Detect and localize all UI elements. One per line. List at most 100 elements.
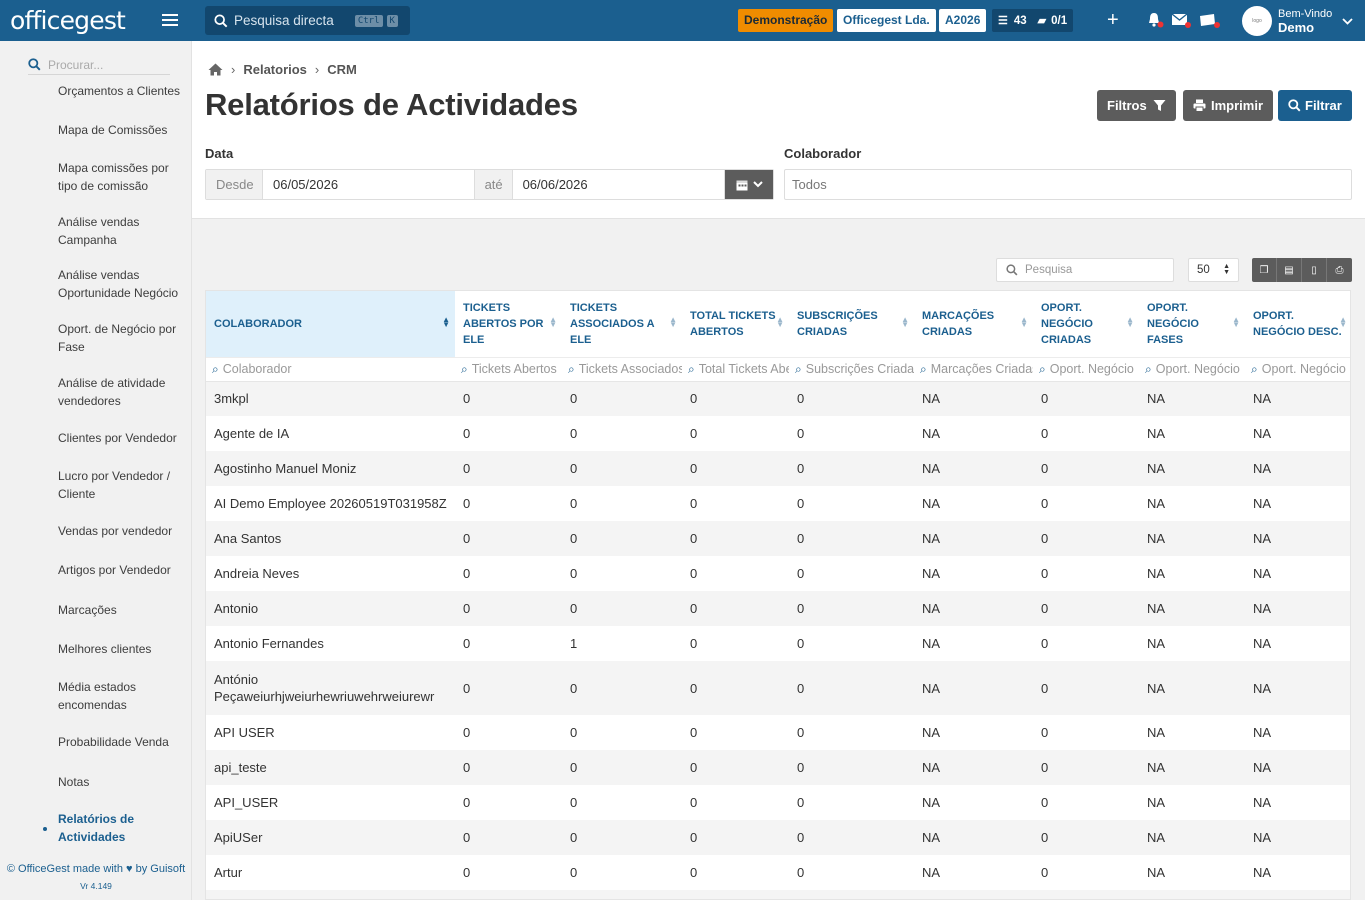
sidebar-item-media-estados-encomendas[interactable]: Média estados encomendas <box>58 680 137 712</box>
collaborator-select[interactable]: Todos <box>784 169 1352 200</box>
table-row[interactable]: ApiUSer 0 0 0 0 NA 0 NA NA <box>206 820 1350 855</box>
user-menu[interactable]: logo Bem-Vindo Demo <box>1242 6 1353 36</box>
sidebar-item-probabilidade-venda[interactable]: Probabilidade Venda <box>58 735 169 749</box>
column-header-tickets-associados[interactable]: Tickets associados a ele ▲ ▼ <box>562 291 682 358</box>
company-selector[interactable]: Officegest Lda. <box>837 9 936 32</box>
filter-button[interactable]: Filtrar <box>1278 90 1352 121</box>
search-icon: ⌕ <box>795 361 802 376</box>
sidebar-item-artigos-vendedor[interactable]: Artigos por Vendedor <box>58 563 171 577</box>
table-row[interactable]: Antonio Fernandes 0 1 0 0 NA 0 NA NA <box>206 626 1350 661</box>
mail-icon[interactable] <box>1172 13 1192 29</box>
table-row[interactable]: API USER 0 0 0 0 NA 0 NA NA <box>206 715 1350 750</box>
column-header-oport-desc[interactable]: Oport. negócio desc. ▲ ▼ <box>1245 291 1350 358</box>
sidebar-item-analise-vendas-oportunidade[interactable]: Análise vendas Oportunidade Negócio <box>58 268 179 300</box>
date-to-input[interactable]: 06/06/2026 <box>512 170 726 199</box>
table-search-input[interactable]: Pesquisa <box>996 258 1174 282</box>
home-icon[interactable] <box>208 63 223 76</box>
table-row[interactable]: Ana Santos 0 0 0 0 NA 0 NA NA <box>206 521 1350 556</box>
sidebar-item-melhores-clientes[interactable]: Melhores clientes <box>58 642 152 656</box>
column-filter-input[interactable]: ⌕ Tickets Abertos <box>455 357 562 382</box>
sidebar-item-relatorios-actividades[interactable]: Relatórios de Actividades <box>58 812 135 844</box>
sidebar-item-mapa-comissoes[interactable]: Mapa de Comissões <box>58 123 168 137</box>
sidebar-item-analise-vendas-campanha[interactable]: Análise vendas Campanha <box>58 215 140 247</box>
filters-button[interactable]: Filtros <box>1097 90 1176 121</box>
table-row[interactable]: António Peçaweiurhjweiurhewriuwehrweiure… <box>206 661 1350 715</box>
ticket-icon[interactable] <box>1199 13 1221 29</box>
column-filter-input[interactable]: ⌕Total Tickets Abertos <box>682 357 789 382</box>
sidebar-item-notas[interactable]: Notas <box>58 775 90 789</box>
footer-credits[interactable]: © OfficeGest made with ♥ by Guisoft <box>6 863 186 875</box>
table-row[interactable]: 3mkpl 0 0 0 0 NA 0 NA NA <box>206 381 1350 416</box>
hamburger-menu-icon[interactable] <box>162 14 178 26</box>
demo-badge[interactable]: Demonstração <box>738 9 834 32</box>
global-search[interactable]: Pesquisa directa Ctrl K <box>205 6 410 35</box>
table-cell: NA <box>914 626 1033 661</box>
table-row[interactable]: Andreia Neves 0 0 0 0 NA 0 NA NA <box>206 556 1350 591</box>
excel-icon[interactable]: ▤ <box>1277 258 1302 282</box>
sidebar-search-input[interactable]: Procurar... <box>28 55 170 75</box>
print-table-icon[interactable]: ⎙ <box>1327 258 1352 282</box>
table-row[interactable]: AI Demo Employee 20260519T031958Z 0 0 0 0 NA 0… <box>206 486 1350 521</box>
column-header-tickets-abertos[interactable]: Tickets abertos por ele ▲ ▼ <box>455 291 562 358</box>
search-icon: ⌕ <box>1039 361 1046 376</box>
table-row[interactable]: api_teste 0 0 0 0 NA 0 NA NA <box>206 750 1350 785</box>
sidebar-item-lucro-vendedor-cliente[interactable]: Lucro por Vendedor / Cliente <box>58 469 171 501</box>
column-filter-input[interactable]: ⌕ Oport. Negócio <box>1139 357 1245 382</box>
sidebar-item-mapa-comissoes-tipo[interactable]: Mapa comissões por tipo de comissão <box>58 161 169 193</box>
table-cell: NA <box>1245 451 1350 486</box>
table-cell: 0 <box>682 416 789 451</box>
table-cell: 0 <box>455 661 562 715</box>
search-icon <box>1006 264 1018 276</box>
table-cell: NA <box>1139 591 1245 626</box>
table-cell: 0 <box>789 820 914 855</box>
table-cell: NA <box>1245 416 1350 451</box>
csv-file-icon[interactable]: ▯ <box>1302 258 1327 282</box>
copy-icon[interactable]: ❐ <box>1252 258 1277 282</box>
sidebar-item-analise-atividade-vendedores[interactable]: Análise de atividade vendedores <box>58 376 166 408</box>
sidebar-item-clientes-vendedor[interactable]: Clientes por Vendedor <box>58 431 177 445</box>
column-header-oport-criadas[interactable]: Oport. negócio criadas ▲ ▼ <box>1033 291 1139 358</box>
brand-logo[interactable]: officegest <box>10 6 126 35</box>
sidebar-item-orcamentos-clientes[interactable]: Orçamentos a Clientes <box>58 84 181 98</box>
column-header-oport-fases[interactable]: Oport. negócio fases ▲ ▼ <box>1139 291 1245 358</box>
table-cell: NA <box>1139 451 1245 486</box>
sort-icon: ▲ ▼ <box>1020 315 1028 329</box>
sidebar-item-marcacoes[interactable]: Marcações <box>58 603 117 617</box>
plus-icon[interactable]: + <box>1107 9 1119 31</box>
breadcrumb-relatorios[interactable]: Relatorios <box>243 62 307 77</box>
column-filter-input[interactable]: ⌕ Tickets Associados <box>562 357 682 382</box>
page-size-value: 50 <box>1197 264 1210 276</box>
table-row[interactable]: Agostinho Manuel Moniz 0 0 0 0 NA 0 NA NA <box>206 451 1350 486</box>
date-from-input[interactable]: 06/05/2026 <box>263 170 475 199</box>
column-filter-input[interactable]: ⌕ Oport. Negócio <box>1033 357 1139 382</box>
brand[interactable]: officegest <box>0 0 192 41</box>
calendar-dropdown-button[interactable] <box>725 170 773 199</box>
table-row[interactable]: Agente de IA 0 0 0 0 NA 0 NA NA <box>206 416 1350 451</box>
column-header-subscricoes[interactable]: Subscrições criadas ▲ ▼ <box>789 291 914 358</box>
column-filter-input[interactable]: ⌕ Marcações Criadas <box>914 357 1033 382</box>
tasks-counter[interactable]: ☰ 43 ▰ 0/1 <box>992 9 1074 32</box>
breadcrumb-crm[interactable]: CRM <box>327 62 357 77</box>
column-filter-input[interactable]: ⌕ Subscrições Criadas <box>789 357 914 382</box>
sidebar-item-vendas-vendedor[interactable]: Vendas por vendedor <box>58 524 173 538</box>
sort-icon: ▲ ▼ <box>549 315 557 329</box>
bell-icon[interactable] <box>1147 12 1165 29</box>
year-selector[interactable]: A2026 <box>939 9 987 32</box>
table-row[interactable]: Antonio 0 0 0 0 NA 0 NA NA <box>206 591 1350 626</box>
sidebar-item-oport-negocio-fase[interactable]: Oport. de Negócio por Fase <box>58 322 177 354</box>
search-icon: ⌕ <box>1145 361 1152 376</box>
column-header-colaborador[interactable]: Colaborador ▲ ▼ <box>206 291 455 358</box>
table-row[interactable] <box>206 890 1350 899</box>
table-row[interactable]: Artur 0 0 0 0 NA 0 NA NA <box>206 855 1350 890</box>
column-header-marcacoes[interactable]: Marcações criadas ▲ ▼ <box>914 291 1033 358</box>
column-filter-input[interactable]: ⌕ Colaborador <box>206 357 455 382</box>
table-cell: 0 <box>682 855 789 890</box>
table-cell: NA <box>1139 416 1245 451</box>
column-header-total-tickets[interactable]: Total tickets abertos ▲ ▼ <box>682 291 789 358</box>
print-button[interactable]: Imprimir <box>1183 90 1274 121</box>
avatar[interactable]: logo <box>1242 6 1272 36</box>
table-cell: 0 <box>789 486 914 521</box>
page-size-select[interactable]: 50 ▲ ▼ <box>1188 258 1239 282</box>
table-row[interactable]: API_USER 0 0 0 0 NA 0 NA NA <box>206 785 1350 820</box>
column-filter-input[interactable]: ⌕ Oport. Negócio <box>1245 357 1350 382</box>
